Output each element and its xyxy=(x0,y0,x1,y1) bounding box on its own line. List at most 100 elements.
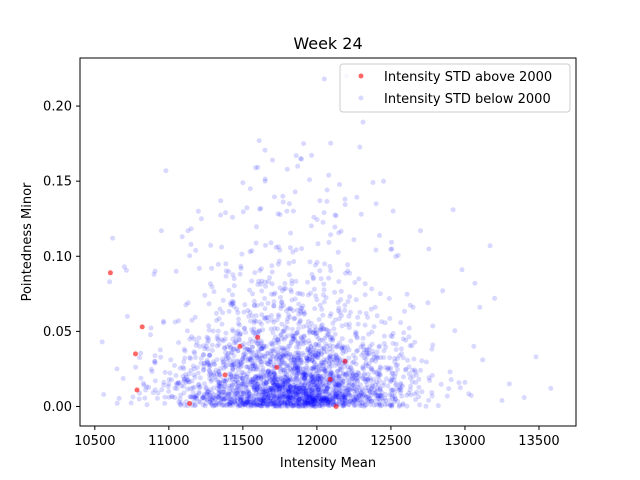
below-2000-point xyxy=(312,350,318,356)
below-2000-point xyxy=(349,360,355,366)
below-2000-point xyxy=(341,371,346,377)
below-2000-point xyxy=(274,379,280,385)
below-2000-point xyxy=(369,382,375,388)
below-2000-point xyxy=(216,316,222,322)
below-2000-point xyxy=(336,373,342,379)
below-2000-point xyxy=(285,395,291,401)
above-2000-point xyxy=(237,343,243,349)
below-2000-point xyxy=(205,335,211,341)
below-2000-point xyxy=(278,386,284,392)
below-2000-point xyxy=(273,334,278,340)
below-2000-point xyxy=(238,331,244,337)
below-2000-point xyxy=(191,366,197,372)
below-2000-point xyxy=(249,379,255,385)
below-2000-point xyxy=(336,373,342,379)
below-2000-point xyxy=(308,373,314,379)
below-2000-point xyxy=(237,271,243,277)
below-2000-point xyxy=(318,387,324,393)
below-2000-point xyxy=(251,386,257,391)
below-2000-point xyxy=(218,374,224,379)
below-2000-point xyxy=(313,403,319,409)
below-2000-point xyxy=(305,358,311,364)
below-2000-point xyxy=(366,399,372,405)
below-2000-point xyxy=(238,263,244,269)
below-2000-point xyxy=(260,389,266,395)
below-2000-point xyxy=(317,392,323,398)
below-2000-point xyxy=(351,397,357,403)
below-2000-point xyxy=(301,402,307,408)
below-2000-point xyxy=(281,286,287,292)
below-2000-point xyxy=(301,370,307,376)
below-2000-point xyxy=(276,397,282,402)
below-2000-point xyxy=(241,389,247,395)
below-2000-point xyxy=(253,378,259,384)
below-2000-point xyxy=(264,360,270,366)
below-2000-point xyxy=(279,300,284,305)
below-2000-point xyxy=(259,321,264,327)
below-2000-point xyxy=(206,352,212,358)
below-2000-point xyxy=(377,396,383,402)
below-2000-point xyxy=(197,344,203,349)
below-2000-point xyxy=(159,387,165,393)
below-2000-point xyxy=(325,386,331,391)
below-2000-point xyxy=(266,374,272,380)
below-2000-point xyxy=(346,392,352,398)
below-2000-point xyxy=(253,398,259,404)
below-2000-point xyxy=(198,355,204,361)
below-2000-point xyxy=(366,347,372,353)
below-2000-point xyxy=(294,377,300,383)
below-2000-point xyxy=(352,386,358,392)
below-2000-point xyxy=(283,363,289,369)
below-2000-point xyxy=(329,359,335,365)
below-2000-point xyxy=(300,403,306,409)
below-2000-point xyxy=(359,403,365,408)
below-2000-point xyxy=(296,301,302,307)
below-2000-point xyxy=(353,372,359,378)
below-2000-point xyxy=(375,371,381,377)
below-2000-point xyxy=(336,375,342,381)
below-2000-point xyxy=(275,352,281,358)
below-2000-point xyxy=(323,295,329,301)
below-2000-point xyxy=(234,384,240,390)
below-2000-point xyxy=(239,375,245,381)
below-2000-point xyxy=(326,275,332,281)
below-2000-point xyxy=(393,347,399,353)
below-2000-point xyxy=(274,389,279,395)
below-2000-point xyxy=(230,402,236,408)
below-2000-point xyxy=(237,332,243,338)
below-2000-point xyxy=(305,279,310,285)
below-2000-point xyxy=(272,393,278,399)
below-2000-point xyxy=(239,381,245,387)
below-2000-point xyxy=(333,393,338,399)
below-2000-point xyxy=(152,353,158,359)
below-2000-point xyxy=(306,394,312,400)
below-2000-point xyxy=(346,325,352,331)
below-2000-point xyxy=(360,364,366,369)
below-2000-point xyxy=(316,384,321,390)
below-2000-point xyxy=(234,395,240,401)
below-2000-point xyxy=(296,386,302,392)
below-2000-point xyxy=(311,396,317,402)
below-2000-point xyxy=(363,356,369,362)
below-2000-point xyxy=(202,381,207,387)
below-2000-point xyxy=(287,362,293,368)
below-2000-point xyxy=(275,211,281,217)
below-2000-point xyxy=(311,328,317,334)
below-2000-point xyxy=(268,401,274,407)
below-2000-point xyxy=(309,394,314,400)
below-2000-point xyxy=(381,341,387,346)
below-2000-point xyxy=(158,354,164,360)
below-2000-point xyxy=(209,342,215,348)
below-2000-point xyxy=(346,401,352,407)
below-2000-point xyxy=(297,392,302,398)
below-2000-point xyxy=(264,350,270,356)
below-2000-point xyxy=(413,369,418,375)
below-2000-point xyxy=(101,392,107,397)
below-2000-point xyxy=(258,403,263,409)
below-2000-point xyxy=(192,350,198,356)
below-2000-point xyxy=(286,390,292,396)
below-2000-point xyxy=(187,394,193,400)
below-2000-point xyxy=(288,384,293,390)
below-2000-point xyxy=(173,373,179,378)
below-2000-point xyxy=(227,388,233,394)
